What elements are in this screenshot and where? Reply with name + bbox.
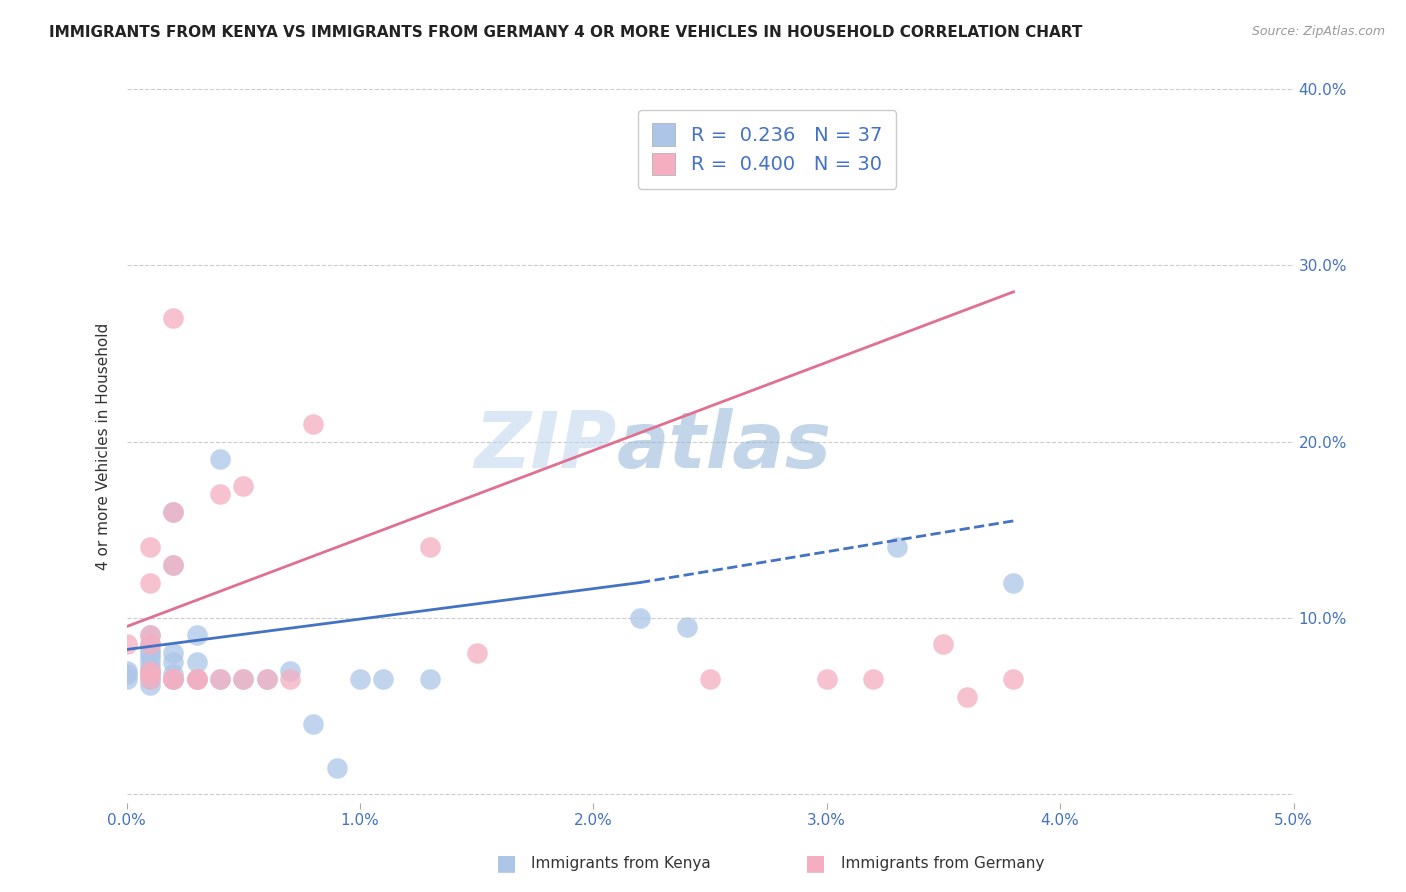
Point: [419, 541, 441, 555]
Point: [256, 673, 278, 687]
Point: [208, 673, 231, 687]
Point: [208, 673, 231, 687]
Text: ZIP: ZIP: [474, 408, 617, 484]
Text: IMMIGRANTS FROM KENYA VS IMMIGRANTS FROM GERMANY 4 OR MORE VEHICLES IN HOUSEHOLD: IMMIGRANTS FROM KENYA VS IMMIGRANTS FROM…: [49, 25, 1083, 40]
Point: [232, 673, 254, 687]
Text: ■: ■: [496, 854, 516, 873]
Point: [186, 628, 208, 642]
Point: [139, 649, 162, 664]
Point: [139, 673, 162, 687]
Point: [115, 637, 138, 651]
Point: [886, 541, 908, 555]
Point: [162, 505, 184, 519]
Point: [373, 673, 395, 687]
Point: [232, 673, 254, 687]
Point: [278, 664, 301, 678]
Point: [139, 655, 162, 669]
Point: [699, 673, 721, 687]
Point: [186, 655, 208, 669]
Point: [115, 664, 138, 678]
Point: [115, 673, 138, 687]
Point: [162, 655, 184, 669]
Point: [256, 673, 278, 687]
Point: [232, 478, 254, 492]
Text: Immigrants from Germany: Immigrants from Germany: [841, 856, 1045, 871]
Text: atlas: atlas: [617, 408, 832, 484]
Point: [162, 673, 184, 687]
Point: [1002, 575, 1025, 590]
Point: [139, 628, 162, 642]
Point: [349, 673, 371, 687]
Point: [419, 673, 441, 687]
Point: [162, 667, 184, 681]
Point: [162, 558, 184, 572]
Point: [1002, 673, 1025, 687]
Point: [162, 673, 184, 687]
Point: [325, 760, 347, 774]
Point: [139, 541, 162, 555]
Point: [139, 673, 162, 687]
Point: [139, 637, 162, 651]
Point: [139, 628, 162, 642]
Point: [162, 673, 184, 687]
Point: [186, 673, 208, 687]
Point: [208, 487, 231, 501]
Point: [302, 417, 325, 431]
Point: [139, 575, 162, 590]
Point: [186, 673, 208, 687]
Text: Immigrants from Kenya: Immigrants from Kenya: [531, 856, 711, 871]
Point: [162, 646, 184, 660]
Point: [139, 667, 162, 681]
Text: ■: ■: [806, 854, 825, 873]
Point: [302, 716, 325, 731]
Point: [675, 619, 697, 633]
Point: [139, 667, 162, 681]
Point: [139, 660, 162, 674]
Point: [162, 558, 184, 572]
Point: [162, 505, 184, 519]
Point: [139, 646, 162, 660]
Y-axis label: 4 or more Vehicles in Household: 4 or more Vehicles in Household: [96, 322, 111, 570]
Point: [139, 642, 162, 657]
Point: [862, 673, 884, 687]
Point: [208, 452, 231, 467]
Legend: R =  0.236   N = 37, R =  0.400   N = 30: R = 0.236 N = 37, R = 0.400 N = 30: [638, 110, 896, 188]
Point: [278, 673, 301, 687]
Point: [115, 667, 138, 681]
Point: [139, 678, 162, 692]
Point: [139, 664, 162, 678]
Point: [162, 311, 184, 326]
Point: [956, 690, 979, 704]
Point: [932, 637, 955, 651]
Point: [139, 637, 162, 651]
Point: [815, 673, 838, 687]
Point: [465, 646, 488, 660]
Point: [186, 673, 208, 687]
Point: [628, 611, 651, 625]
Point: [139, 664, 162, 678]
Text: Source: ZipAtlas.com: Source: ZipAtlas.com: [1251, 25, 1385, 38]
